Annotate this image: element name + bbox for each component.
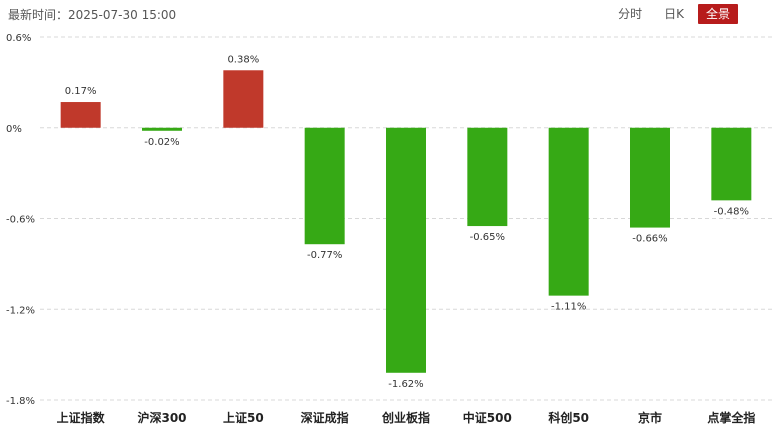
data-label: -0.02% [144,137,179,148]
update-time: 最新时间：2025-07-30 15:00 [8,6,176,23]
bar [60,102,101,128]
bar [223,70,264,128]
tab-panorama[interactable]: 全景 [697,4,738,24]
bar [304,127,345,245]
data-label: -0.66% [632,234,667,245]
y-tick-label: 0.6% [6,33,31,44]
data-label: -1.11% [551,302,586,313]
x-tick-label: 点掌全指 [707,410,755,425]
x-tick-label: 京市 [638,410,662,425]
bar [548,127,589,296]
bar [142,127,182,131]
top-bar: 最新时间：2025-07-30 15:00 分时 日K 全景 [0,0,772,28]
x-tick-label: 沪深300 [137,410,186,425]
x-tick-label: 创业板指 [381,410,430,425]
y-tick-label: -1.2% [6,305,35,316]
x-tick-label: 上证50 [223,410,264,425]
data-label: -0.48% [714,206,749,217]
bar [711,127,752,201]
update-time-value: 2025-07-30 15:00 [68,8,177,22]
bar [386,127,426,373]
x-tick-label: 科创50 [548,410,589,425]
data-label: 0.38% [227,54,259,65]
bar [467,127,508,227]
x-tick-label: 上证指数 [57,410,106,425]
x-tick-label: 中证500 [463,410,512,425]
x-tick-label: 深证成指 [301,410,349,425]
view-tabs: 分时 日K 全景 [610,4,738,24]
y-tick-label: 0% [6,124,22,135]
tab-daily-k[interactable]: 日K [664,7,684,21]
data-label: -1.62% [388,379,423,390]
tab-intraday[interactable]: 分时 [618,7,643,21]
y-tick-label: -0.6% [6,215,35,226]
data-label: -0.65% [470,232,505,243]
data-label: -0.77% [307,250,342,261]
y-tick-label: -1.8% [6,396,35,407]
data-label: 0.17% [65,86,97,97]
update-time-label: 最新时间： [8,8,69,22]
bar [630,127,670,228]
